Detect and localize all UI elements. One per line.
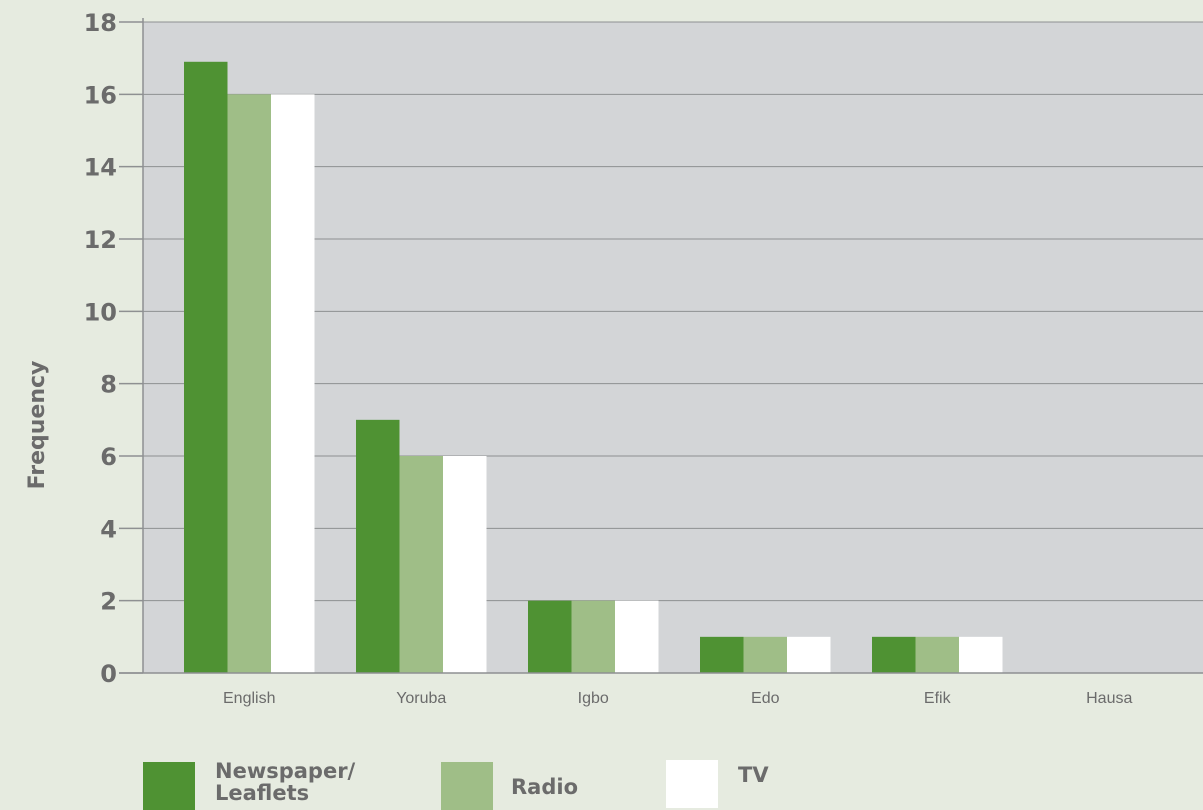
bar-efik-1 — [915, 636, 959, 673]
plot-area — [143, 22, 1203, 673]
y-tick-label: 4 — [100, 515, 117, 543]
bar-yoruba-0 — [356, 419, 400, 673]
bar-efik-2 — [959, 636, 1003, 673]
bar-english-0 — [184, 61, 228, 674]
x-tick-labels: English Yoruba Igbo Edo Efik Hausa — [223, 690, 1132, 707]
x-tick-label: Hausa — [1086, 690, 1132, 707]
legend-swatch-radio — [441, 762, 493, 810]
bar-igbo-2 — [615, 600, 659, 673]
y-tick-label: 18 — [84, 9, 117, 37]
legend-label-tv: TV — [738, 763, 769, 787]
bar-english-2 — [271, 94, 315, 674]
bar-igbo-1 — [571, 600, 615, 673]
y-tick-label: 2 — [100, 588, 117, 616]
bar-igbo-0 — [528, 600, 572, 673]
y-tick-label: 0 — [100, 660, 117, 688]
gridlines — [119, 21, 1203, 674]
legend-label-radio: Radio — [511, 775, 578, 799]
x-tick-label: Efik — [924, 690, 952, 707]
bar-edo-2 — [787, 636, 831, 673]
x-tick-label: Igbo — [578, 690, 609, 707]
y-axis-label: Frequency — [25, 361, 50, 490]
x-tick-label: Yoruba — [396, 690, 446, 707]
bar-english-1 — [227, 94, 271, 674]
legend-swatch-newspaper — [143, 762, 195, 810]
bar-edo-0 — [700, 636, 744, 673]
bar-yoruba-2 — [443, 456, 487, 673]
y-tick-label: 14 — [84, 154, 117, 182]
chart: 0 2 4 6 8 10 12 14 16 18 English Yoruba Igbo Edo Efik… — [25, 9, 1203, 707]
legend: Newspaper/ Leaflets Radio TV — [0, 756, 1203, 810]
y-tick-label: 10 — [84, 298, 117, 326]
x-tick-label: Edo — [751, 690, 780, 707]
axes — [119, 18, 1203, 674]
bar-yoruba-1 — [399, 456, 443, 673]
x-tick-label: English — [223, 690, 275, 707]
y-tick-labels: 0 2 4 6 8 10 12 14 16 18 — [84, 9, 117, 688]
legend-swatch-tv — [666, 760, 718, 808]
y-tick-label: 16 — [84, 81, 117, 109]
bar-edo-1 — [743, 636, 787, 673]
legend-label-newspaper: Newspaper/ Leaflets — [215, 760, 355, 804]
bars — [184, 61, 1003, 674]
y-tick-label: 8 — [100, 371, 117, 399]
y-tick-label: 12 — [84, 226, 117, 254]
legend-label-line: Newspaper/ — [215, 759, 356, 783]
y-tick-label: 6 — [100, 443, 117, 471]
legend-label-line: Leaflets — [215, 781, 310, 805]
bar-efik-0 — [872, 636, 916, 673]
